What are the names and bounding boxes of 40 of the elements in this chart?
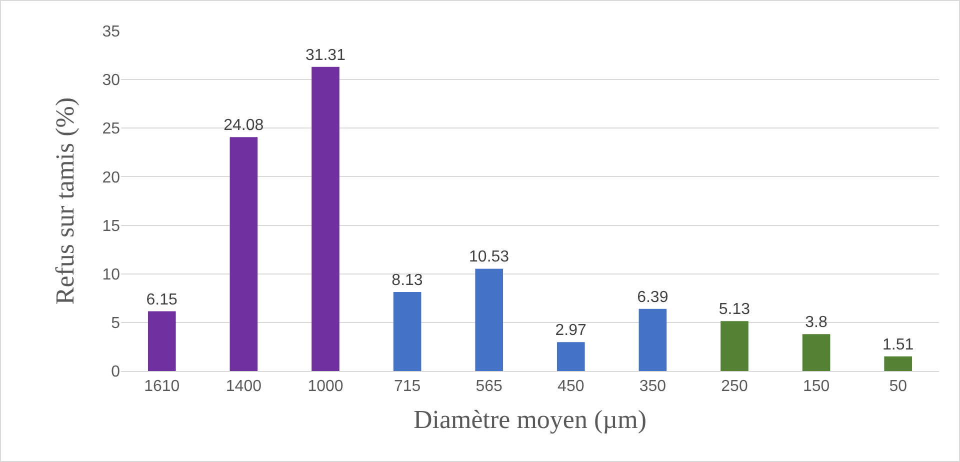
x-tick-label: 715 [394,378,421,396]
x-tick-label: 1610 [144,378,180,396]
y-tick-label: 35 [102,24,120,41]
bar [802,334,830,371]
y-tick-label: 0 [111,364,120,381]
bar [720,321,748,371]
bar [638,308,667,371]
data-label: 1.51 [882,336,914,354]
y-tick-label: 15 [102,218,120,235]
bar [312,66,340,371]
x-tick-label: 250 [721,378,748,396]
data-label: 24.08 [224,117,264,134]
x-tick-label: 350 [639,378,666,396]
y-tick-label: 30 [102,72,120,90]
data-label: 6.39 [637,288,668,306]
x-tick-label: 1400 [226,378,262,396]
x-axis-title: Diamètre moyen (µm) [413,404,647,434]
bar [148,311,176,371]
data-label: 5.13 [718,301,750,318]
y-tick-label: 25 [102,120,120,138]
y-tick-label: 10 [102,266,120,284]
data-label: 31.31 [305,46,346,64]
x-tick-label: 150 [802,378,830,396]
y-tick-label: 20 [102,169,120,186]
x-tick-label: 50 [889,378,908,396]
bar [230,137,258,371]
x-tick-label: 565 [476,378,503,396]
y-axis-title: Refus sur tamis (%) [50,97,80,305]
bar [475,268,504,371]
data-label: 10.53 [469,248,510,266]
bar [556,342,585,371]
x-tick-label: 1000 [308,378,344,396]
y-tick-label: 5 [111,315,120,332]
data-label: 2.97 [555,322,587,340]
data-label: 6.15 [146,291,178,308]
data-label: 8.13 [392,272,423,290]
bar [393,292,422,371]
data-label: 3.8 [805,314,828,332]
bar [884,356,912,371]
x-tick-label: 450 [558,378,584,396]
